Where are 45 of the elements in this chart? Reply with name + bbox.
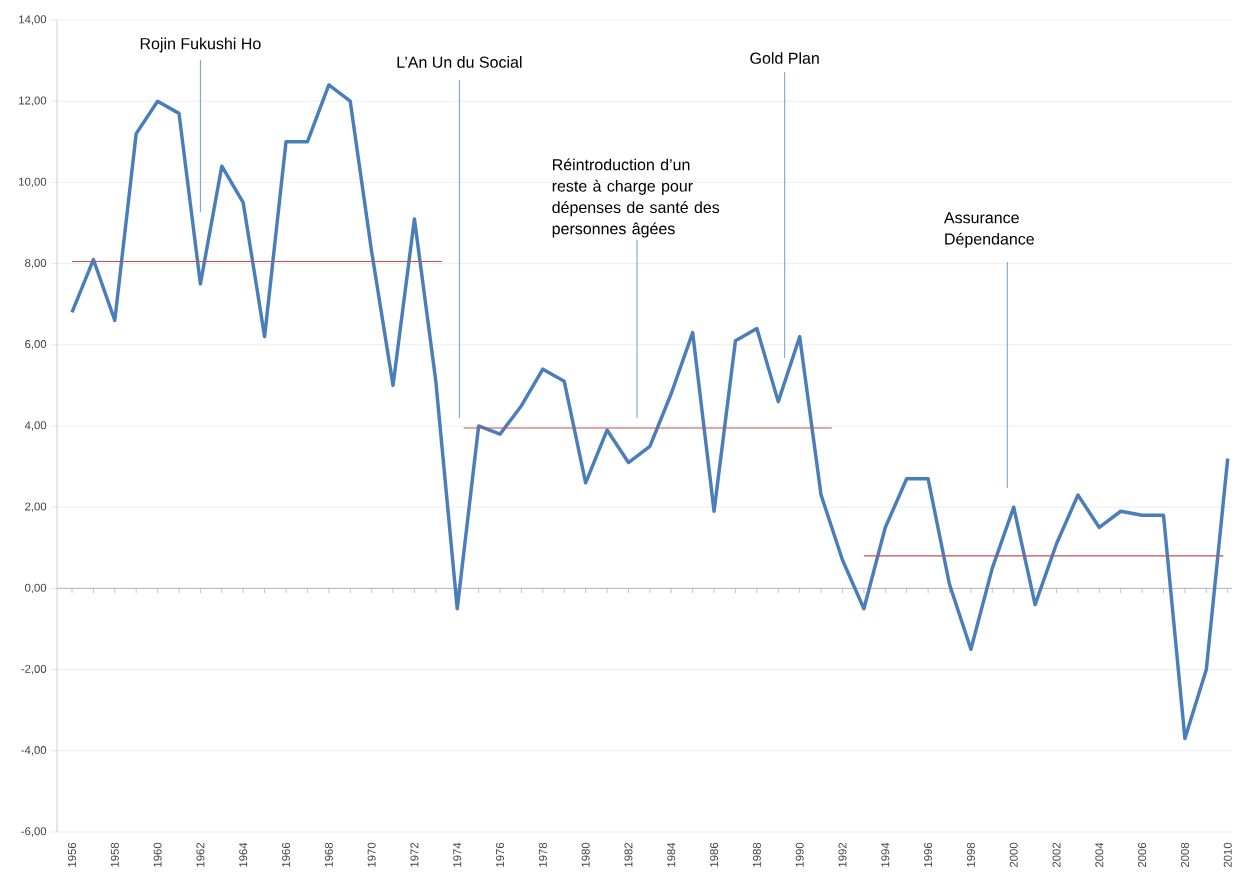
y-tick-label: 10,00 bbox=[19, 177, 47, 188]
x-tick-label: 2002 bbox=[1052, 842, 1061, 868]
x-tick-label: 1956 bbox=[67, 842, 76, 867]
y-tick-label: 12,00 bbox=[19, 96, 47, 106]
y-tick-label: 4,00 bbox=[24, 421, 47, 431]
y-tick-label: -6,00 bbox=[21, 827, 47, 837]
x-tick-label: 1988 bbox=[752, 842, 761, 867]
x-tick-label: 1986 bbox=[710, 842, 719, 867]
y-tick-label: 2,00 bbox=[25, 502, 47, 512]
y-tick-label: 6,00 bbox=[25, 340, 47, 350]
x-tick-label: 1978 bbox=[538, 842, 547, 867]
y-tick-label: 14,00 bbox=[19, 15, 47, 25]
x-tick-label: 1990 bbox=[795, 842, 804, 867]
x-tick-label: 1994 bbox=[881, 842, 890, 867]
x-tick-label: 2000 bbox=[1009, 842, 1018, 868]
x-tick-label: 1958 bbox=[110, 842, 119, 867]
x-tick-label: 1982 bbox=[624, 842, 633, 867]
x-tick-label: 1980 bbox=[581, 842, 590, 867]
y-tick-label: 0,00 bbox=[25, 583, 47, 594]
ref-line-label: Réintroduction d’un reste à charge pour dépenses de santé des personnes âgées bbox=[552, 158, 720, 238]
x-tick-label: 2006 bbox=[1138, 842, 1147, 868]
x-tick-label: 2008 bbox=[1180, 842, 1189, 868]
line-series bbox=[70, 83, 1230, 741]
ref-line-label: Gold Plan bbox=[750, 52, 819, 64]
y-tick-label: -2,00 bbox=[21, 664, 47, 675]
x-tick-label: 1974 bbox=[453, 842, 462, 867]
x-tick-label: 1964 bbox=[239, 842, 248, 867]
x-tick-label: 1970 bbox=[367, 842, 376, 867]
x-tick-label: 1960 bbox=[153, 842, 162, 867]
y-tick-label: -4,00 bbox=[21, 746, 47, 756]
x-tick-label: 1972 bbox=[410, 842, 419, 867]
ref-line-label: L’An Un du Social bbox=[397, 56, 522, 68]
x-tick-label: 1976 bbox=[496, 842, 505, 867]
x-tick-label: 1996 bbox=[924, 842, 933, 867]
x-tick-label: 1968 bbox=[324, 842, 333, 867]
x-tick-label: 1984 bbox=[667, 842, 676, 867]
ref-line-label: Assurance Dépendance bbox=[943, 212, 1034, 248]
x-tick-label: 1962 bbox=[196, 842, 205, 867]
x-tick-label: 1992 bbox=[838, 842, 847, 867]
x-tick-label: 1966 bbox=[282, 842, 291, 867]
y-tick-label: 8,00 bbox=[25, 258, 47, 269]
x-tick-label: 2010 bbox=[1223, 842, 1232, 868]
x-tick-label: 2004 bbox=[1095, 842, 1104, 868]
ref-line-label: Rojin Fukushi Ho bbox=[140, 37, 261, 53]
x-tick-label: 1998 bbox=[966, 842, 975, 867]
